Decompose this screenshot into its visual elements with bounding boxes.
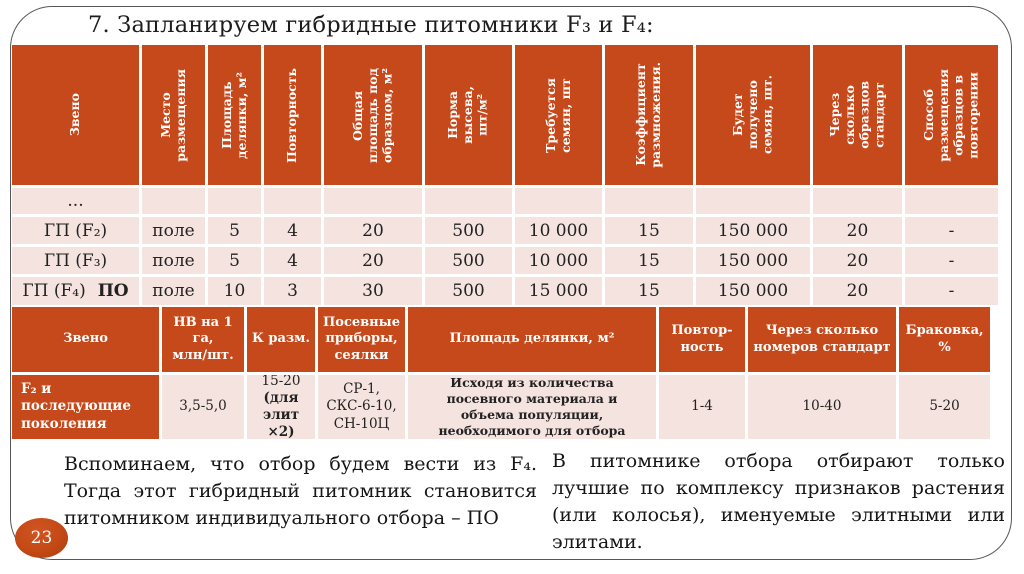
- t1-cell: 3: [264, 277, 321, 305]
- t1-header-norma: Норма высева, шт/м²: [425, 45, 512, 185]
- t1-cell: 15: [605, 217, 693, 244]
- selection-nursery-table: Звено НВ на 1 га, млн/шт. К разм. Посевн…: [12, 307, 990, 439]
- t1-header-sposob: Способ размещения образцов в повторении: [905, 45, 998, 185]
- t1-cell: 500: [425, 277, 512, 305]
- t1-cell: -: [905, 247, 998, 274]
- t1-header-cherez: Через сколько образцов стандарт: [813, 45, 902, 185]
- t1-cell: 10 000: [515, 217, 602, 244]
- t1-cell: [425, 188, 512, 214]
- t1-cell: ...: [12, 188, 139, 214]
- t1-cell: [905, 188, 998, 214]
- t1-cell-zveno: ГП (F₂): [12, 217, 139, 244]
- t2-header-brakovka: Браковка, %: [899, 307, 990, 372]
- t1-cell: 150 000: [696, 247, 810, 274]
- t1-header-label: Площадь делянки, м²: [218, 71, 249, 159]
- t1-cell: [264, 188, 321, 214]
- t1-cell: 15 000: [515, 277, 602, 305]
- t1-header-label: Повторность: [284, 67, 300, 163]
- t1-header-label: Норма высева, шт/м²: [445, 86, 490, 144]
- t1-header-label: Требуется семян, шт: [542, 77, 573, 153]
- t1-cell: поле: [142, 247, 205, 274]
- t1-header-koefficient: Коэффициент размножения.: [605, 45, 693, 185]
- t2-header-povtornost: Повтор- ность: [659, 307, 745, 372]
- t1-header-label: Способ размещения образцов в повторении: [921, 68, 981, 162]
- t1-cell: поле: [142, 277, 205, 305]
- t1-cell: 4: [264, 247, 321, 274]
- hybrid-nursery-table: Звено Место размещения Площадь делянки, …: [12, 45, 998, 305]
- t1-header-ploshchad: Площадь делянки, м²: [208, 45, 261, 185]
- t1-cell: -: [905, 277, 998, 305]
- t1-header-zveno: Звено: [12, 45, 139, 185]
- t1-cell: 30: [324, 277, 422, 305]
- t1-cell: 10 000: [515, 247, 602, 274]
- t1-cell: 5: [208, 247, 261, 274]
- t1-cell: [696, 188, 810, 214]
- t1-header-povtornost: Повторность: [264, 45, 321, 185]
- t1-cell: [515, 188, 602, 214]
- t1-cell: 20: [324, 247, 422, 274]
- t1-cell: поле: [142, 217, 205, 244]
- t1-cell: [142, 188, 205, 214]
- t1-header-label: Общая площадь под образцом, м²: [349, 67, 395, 163]
- t2-cell-nv: 3,5-5,0: [162, 375, 244, 439]
- t1-cell: 150 000: [696, 277, 810, 305]
- page-number-badge: 23: [15, 518, 68, 558]
- t2-header-area: Площадь делянки, м²: [408, 307, 656, 372]
- t1-cell: 5: [208, 217, 261, 244]
- t2-cell-povtornost: 1-4: [659, 375, 745, 439]
- t2-header-krazm: К разм.: [247, 307, 315, 372]
- t1-cell: 20: [813, 247, 902, 274]
- t2-cell-krazm: 15-20 (для элит ×2): [247, 375, 315, 439]
- t1-header-trebuetsya: Требуется семян, шт: [515, 45, 602, 185]
- t1-cell: [324, 188, 422, 214]
- slide-title: 7. Запланируем гибридные питомники F₃ и …: [88, 12, 654, 38]
- t1-cell: 15: [605, 247, 693, 274]
- t1-cell: 150 000: [696, 217, 810, 244]
- t1-zveno-text: ГП (F₄): [22, 281, 86, 301]
- t1-header-label: Коэффициент размножения.: [633, 62, 663, 168]
- page-number: 23: [30, 528, 53, 548]
- t1-header-mesto: Место размещения: [142, 45, 205, 185]
- t2-krazm-note: (для элит ×2): [262, 390, 300, 439]
- t1-cell: 20: [813, 217, 902, 244]
- t2-header-seeders: Посевные приборы, сеялки: [318, 307, 405, 372]
- note-right: В питомнике отбора отбирают только лучши…: [552, 450, 1005, 554]
- t2-cell-zveno: F₂ и последующие поколения: [12, 375, 159, 439]
- t1-header-budet: Будет получено семян, шт.: [696, 45, 810, 185]
- t1-header-label: Будет получено семян, шт.: [729, 75, 775, 155]
- t1-cell: [208, 188, 261, 214]
- t1-cell-zveno: ГП (F₃): [12, 247, 139, 274]
- t1-cell-zveno-po: ГП (F₄) ПО: [12, 277, 139, 305]
- t2-header-zveno: Звено: [12, 307, 159, 372]
- t1-cell: 20: [324, 217, 422, 244]
- t1-header-label: Звено: [67, 93, 83, 137]
- t2-cell-standard: 10-40: [748, 375, 896, 439]
- t1-cell: 20: [813, 277, 902, 305]
- t1-cell: -: [905, 217, 998, 244]
- t2-header-nv: НВ на 1 га, млн/шт.: [162, 307, 244, 372]
- t1-cell: 10: [208, 277, 261, 305]
- t1-header-label: Место размещения: [157, 68, 188, 162]
- t1-cell: [813, 188, 902, 214]
- t2-krazm-value: 15-20: [261, 375, 301, 390]
- t2-cell-brakovka: 5-20: [899, 375, 990, 439]
- t2-cell-seeders: СР-1, СКС-6-10, СН-10Ц: [318, 375, 405, 439]
- t1-zveno-note: ПО: [97, 281, 129, 301]
- t1-cell: 15: [605, 277, 693, 305]
- t2-header-standard: Через сколько номеров стандарт: [748, 307, 896, 372]
- t1-cell: [605, 188, 693, 214]
- t1-cell: 500: [425, 247, 512, 274]
- t2-cell-area: Исходя из количества посевного материала…: [408, 375, 656, 439]
- t1-header-label: Через сколько образцов стандарт: [827, 81, 887, 149]
- note-left: Вспоминаем, что отбор будем вести из F₄.…: [64, 453, 537, 530]
- t1-cell: 500: [425, 217, 512, 244]
- t1-header-obshchaya: Общая площадь под образцом, м²: [324, 45, 422, 185]
- t1-cell: 4: [264, 217, 321, 244]
